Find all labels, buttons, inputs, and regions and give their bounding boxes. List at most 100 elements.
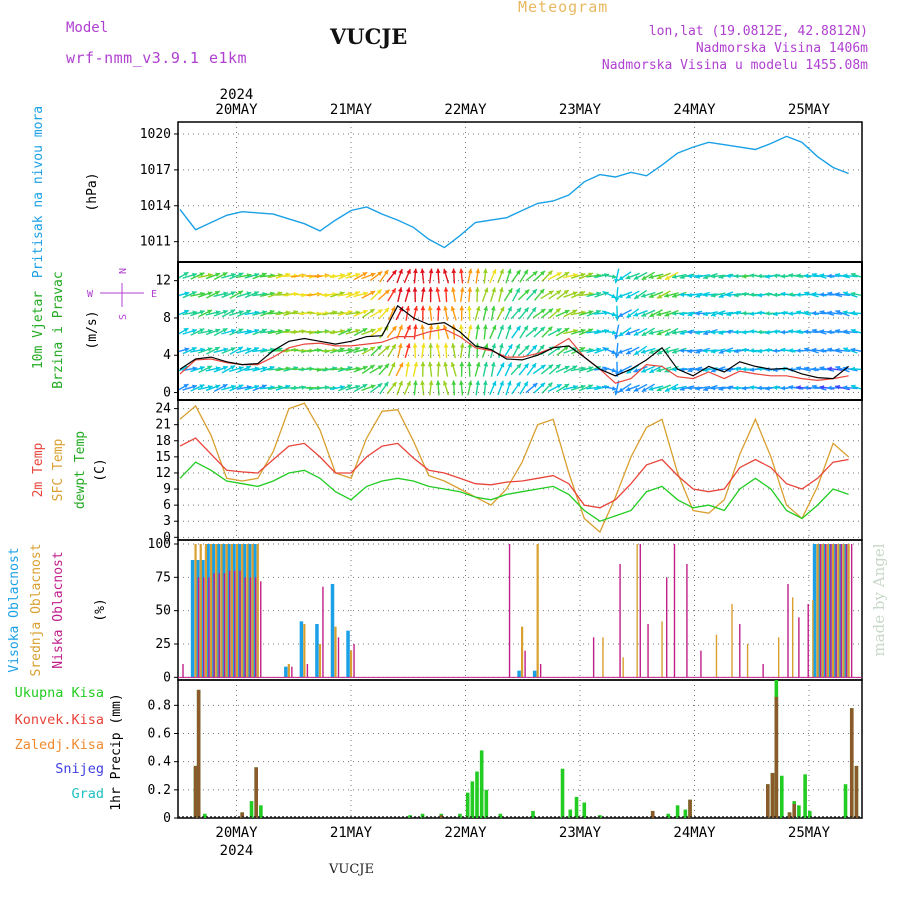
wind-arrow-head xyxy=(772,385,778,391)
wind-arrow-head xyxy=(819,310,825,315)
wind-arrow-head xyxy=(850,366,856,372)
wind-arrow-head xyxy=(741,291,747,297)
wind-arrow-head xyxy=(711,312,716,317)
wind-arrow-head xyxy=(596,291,602,297)
wind-arrow-head xyxy=(656,386,662,392)
wind-arrow-head xyxy=(376,345,382,351)
wind-arrow-head xyxy=(237,346,243,352)
x-top-tick-label: 25MAY xyxy=(788,102,831,118)
wind-arrow-head xyxy=(507,324,512,330)
wind-arrow-head xyxy=(614,353,620,359)
wind-arrow-head xyxy=(391,326,397,331)
wind-arrow-head xyxy=(804,291,810,297)
cloud-bar-low xyxy=(508,544,511,678)
wind-arrow-head xyxy=(548,308,554,314)
precip-total-bar xyxy=(203,813,207,818)
y-tick-label: 3 xyxy=(163,514,171,529)
meteogram-title: Meteogram xyxy=(518,0,609,16)
x-bottom-tick-label: 21MAY xyxy=(330,825,373,841)
wind-arrow-head xyxy=(230,309,236,314)
precip-legend-item: Konvek.Kisa xyxy=(15,712,104,728)
wind-arrow-head xyxy=(819,273,825,278)
cloud-bar-high xyxy=(216,544,221,678)
cloud-bar-low xyxy=(244,577,246,678)
wind-arrow-head xyxy=(850,347,856,353)
wind-arrow-head xyxy=(200,347,205,353)
wind-arrow-head xyxy=(412,287,418,292)
cloud-bar-extra xyxy=(739,624,741,678)
wind-arrow-head xyxy=(362,384,368,389)
wind-arrow-head xyxy=(641,293,646,298)
wind-arrow-head xyxy=(671,367,677,372)
wind-arrow-head xyxy=(687,273,692,279)
wind-arrow-head xyxy=(459,305,465,311)
precip-total-bar xyxy=(475,771,479,818)
cloud-bar-high xyxy=(195,560,200,678)
y-tick-label: 15 xyxy=(155,450,171,465)
y-tick-label: 12 xyxy=(155,274,171,289)
wind-arrow-head xyxy=(540,308,546,314)
wind-arrow-head xyxy=(611,293,617,299)
precip-legend-item: Ukupna Kisa xyxy=(15,685,104,701)
compass-north-label: N xyxy=(118,268,129,274)
wind-arrow-head xyxy=(369,364,375,370)
wind-arrow-head xyxy=(702,348,708,354)
wind-arrow-head xyxy=(733,310,739,316)
wind-arrow-head xyxy=(482,324,488,330)
wind-arrow-head xyxy=(710,348,716,354)
wind-unit: (m/s) xyxy=(85,310,100,349)
wind-arrow-head xyxy=(679,386,685,391)
wind-arrow-head xyxy=(222,309,228,315)
wind-arrow-head xyxy=(547,270,553,276)
cloud-bar-mid xyxy=(256,544,259,678)
wind-arrow-head xyxy=(811,291,817,297)
x-top-tick-label: 21MAY xyxy=(330,102,373,118)
wind-arrow-head xyxy=(413,268,418,274)
wind-arrow-head xyxy=(641,331,647,336)
wind-arrow-head xyxy=(532,327,538,332)
wind-arrow-head xyxy=(664,331,670,336)
wind-arrow-head xyxy=(499,268,504,274)
wind-arrow-head xyxy=(515,343,520,349)
wind-arrow-head xyxy=(843,291,849,296)
wind-arrow-head xyxy=(516,307,522,313)
wind-arrow-head xyxy=(580,272,586,278)
precip-total-bar xyxy=(249,801,254,818)
wind-arrow-head xyxy=(850,328,856,334)
wind-arrow-head xyxy=(254,328,260,334)
wind-arrow-head xyxy=(703,274,709,280)
cloud-bar-mid xyxy=(215,544,218,678)
cloud-bar-low xyxy=(322,586,324,678)
wind-arrow-head xyxy=(347,272,353,277)
temp-2m-line xyxy=(179,437,849,509)
wind-arrow-head xyxy=(451,380,457,385)
wind-arrow-head xyxy=(467,343,473,348)
x-top-tick-label: 23MAY xyxy=(559,102,602,118)
wind-arrow-head xyxy=(390,362,396,368)
wind-arrow-head xyxy=(757,329,762,335)
x-bottom-tick-label: 25MAY xyxy=(788,825,831,841)
wind-arrow-head xyxy=(466,361,472,367)
precip-total-bar xyxy=(531,810,535,818)
wind-arrow-head xyxy=(370,291,376,296)
wind-arrow-head xyxy=(819,385,825,390)
temp-2m-axis-title: 2m Temp xyxy=(31,442,46,497)
wind-arrow-head xyxy=(428,343,434,348)
cloud-bar-low xyxy=(353,644,355,678)
wind-arrow-head xyxy=(850,272,856,278)
wind-arrow-head xyxy=(710,273,716,279)
cloud-bar-low xyxy=(197,577,200,678)
wind-arrow-head xyxy=(633,331,639,336)
wind-arrow-head xyxy=(377,383,383,388)
wind-arrow-head xyxy=(749,367,755,372)
wind-arrow-head xyxy=(499,362,505,368)
wind-arrow-head xyxy=(428,324,434,330)
cloud-bar-extra xyxy=(791,597,794,678)
y-tick-label: 75 xyxy=(155,570,171,585)
wind-arrow-head xyxy=(703,367,708,373)
lonlat-label: lon,lat (19.0812E, 42.8812N) xyxy=(648,24,868,39)
pressure-axis-title: Pritisak na nivou mora xyxy=(31,106,46,278)
wind-arrow-head xyxy=(231,272,236,278)
precip-total-bar xyxy=(498,813,503,818)
